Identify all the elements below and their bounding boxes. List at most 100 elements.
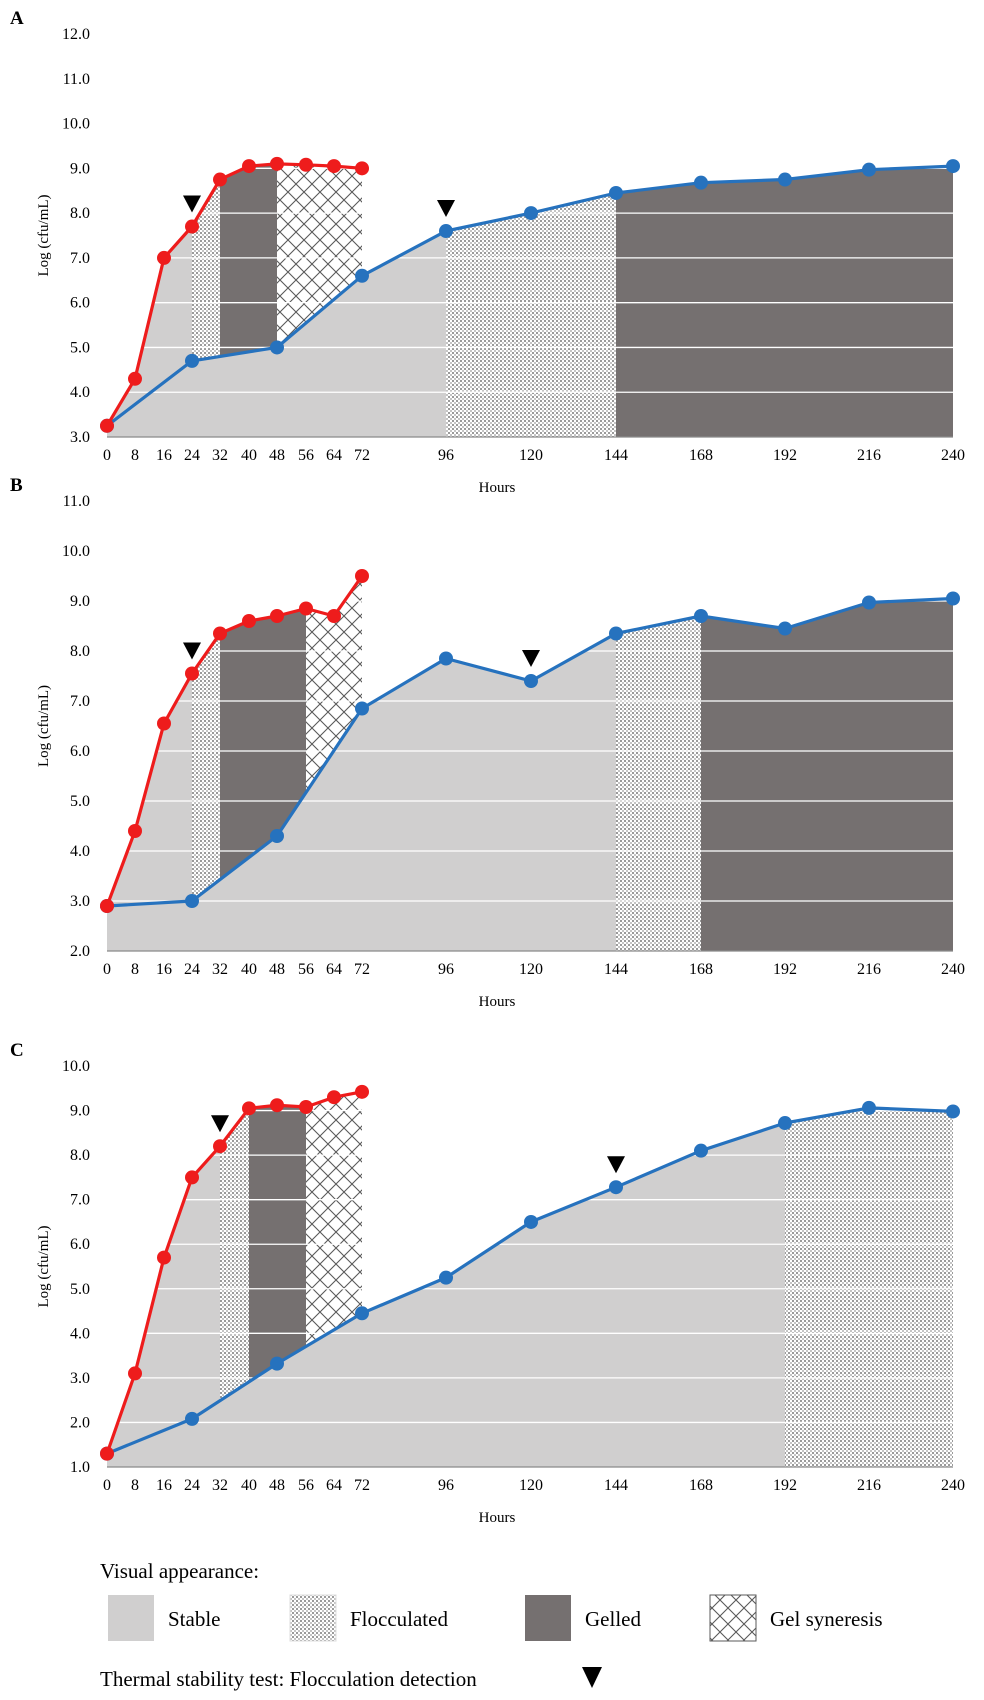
panel-letter-a: A [10, 8, 24, 29]
x-tick-label: 96 [438, 961, 454, 978]
x-tick-label: 32 [212, 1477, 228, 1494]
data-point-blue [524, 1214, 538, 1229]
data-point-red [100, 899, 114, 913]
flocculation-marker [183, 642, 201, 660]
thermal-stability-label: Thermal stability test: Flocculation det… [100, 1667, 477, 1691]
data-point-red [242, 1101, 256, 1116]
y-tick-label: 6.0 [70, 295, 90, 312]
y-tick-label: 3.0 [70, 429, 90, 446]
data-point-blue [609, 185, 623, 200]
data-point-blue [778, 172, 792, 187]
data-point-red [270, 609, 284, 623]
y-tick-label: 10.0 [62, 116, 90, 133]
data-point-red [213, 172, 227, 187]
y-tick-label: 8.0 [70, 1147, 90, 1164]
data-point-red [100, 418, 114, 433]
data-point-red [355, 1084, 369, 1099]
flocculation-triangle-icon [582, 1667, 602, 1688]
y-axis-title: Log (cfu/mL) [36, 1225, 52, 1307]
region-gelled-blue [616, 166, 953, 437]
x-tick-label: 240 [941, 961, 965, 978]
x-tick-label: 192 [773, 1477, 797, 1494]
flocculation-marker [211, 1115, 229, 1133]
y-tick-label: 9.0 [70, 593, 90, 610]
data-point-blue [862, 595, 876, 610]
legend-swatch-gel-syneresis [709, 1594, 757, 1642]
x-tick-label: 40 [241, 447, 257, 464]
x-tick-label: 40 [241, 1477, 257, 1494]
y-tick-label: 10.0 [62, 1058, 90, 1075]
y-tick-label: 7.0 [70, 250, 90, 267]
data-point-red [355, 161, 369, 176]
data-point-blue [694, 609, 708, 623]
legend: Visual appearance: Stable Flocculated Ge… [100, 1559, 883, 1691]
y-tick-label: 7.0 [70, 693, 90, 710]
x-tick-label: 96 [438, 1477, 454, 1494]
data-point-red [185, 219, 199, 234]
x-tick-label: 168 [689, 961, 713, 978]
data-point-red [327, 159, 341, 174]
y-tick-label: 8.0 [70, 205, 90, 222]
legend-item-stable: Stable [108, 1595, 221, 1641]
region-stable-red [107, 673, 192, 906]
x-tick-label: 16 [156, 447, 172, 464]
y-tick-label: 9.0 [70, 1103, 90, 1120]
panel-letter-b: B [10, 475, 23, 496]
data-point-blue [946, 1104, 960, 1119]
data-point-red [327, 609, 341, 623]
region-gel-syneresis-red [306, 1091, 362, 1347]
region-flocculated-blue [446, 193, 616, 437]
y-tick-label: 3.0 [70, 893, 90, 910]
data-point-blue [694, 1143, 708, 1158]
y-tick-label: 8.0 [70, 643, 90, 660]
data-point-blue [946, 591, 960, 606]
x-tick-label: 240 [941, 1477, 965, 1494]
data-point-blue [185, 353, 199, 368]
x-tick-label: 40 [241, 961, 257, 978]
region-gelled-blue [701, 598, 953, 951]
data-point-blue [609, 626, 623, 641]
data-point-blue [439, 651, 453, 666]
region-stable-blue [107, 1123, 785, 1467]
y-tick-label: 11.0 [63, 71, 90, 88]
x-tick-label: 192 [773, 961, 797, 978]
y-tick-label: 4.0 [70, 843, 90, 860]
x-tick-label: 48 [269, 1477, 285, 1494]
x-tick-label: 8 [131, 961, 139, 978]
data-point-blue [439, 1270, 453, 1285]
x-tick-label: 72 [354, 1477, 370, 1494]
y-tick-label: 4.0 [70, 1325, 90, 1342]
data-point-blue [862, 162, 876, 177]
x-tick-label: 64 [326, 961, 342, 978]
data-point-blue [778, 1116, 792, 1131]
legend-label-gelled: Gelled [585, 1607, 641, 1631]
y-tick-label: 5.0 [70, 793, 90, 810]
legend-item-gelled: Gelled [525, 1595, 641, 1641]
flocculation-marker [183, 195, 201, 213]
y-tick-label: 10.0 [62, 543, 90, 560]
region-stable-blue [107, 633, 616, 951]
data-point-red [327, 1090, 341, 1105]
data-point-red [157, 1250, 171, 1265]
x-tick-label: 0 [103, 961, 111, 978]
legend-swatch-stable [108, 1595, 154, 1641]
y-tick-label: 3.0 [70, 1370, 90, 1387]
data-point-red [299, 157, 313, 172]
y-tick-label: 7.0 [70, 1192, 90, 1209]
x-tick-label: 144 [604, 1477, 628, 1494]
data-point-blue [185, 894, 199, 908]
legend-item-flocculated: Flocculated [289, 1594, 448, 1642]
x-tick-label: 216 [857, 961, 881, 978]
x-tick-label: 144 [604, 447, 628, 464]
x-tick-label: 72 [354, 447, 370, 464]
data-point-blue [439, 224, 453, 239]
series-line-red [105, 162, 363, 427]
x-tick-label: 48 [269, 447, 285, 464]
data-point-red [185, 666, 199, 681]
y-tick-label: 5.0 [70, 339, 90, 356]
x-tick-label: 240 [941, 447, 965, 464]
region-flocculated-blue [785, 1107, 953, 1467]
region-flocculated-red [192, 179, 220, 361]
legend-label-gel-syneresis: Gel syneresis [770, 1607, 883, 1631]
y-tick-label: 6.0 [70, 1236, 90, 1253]
